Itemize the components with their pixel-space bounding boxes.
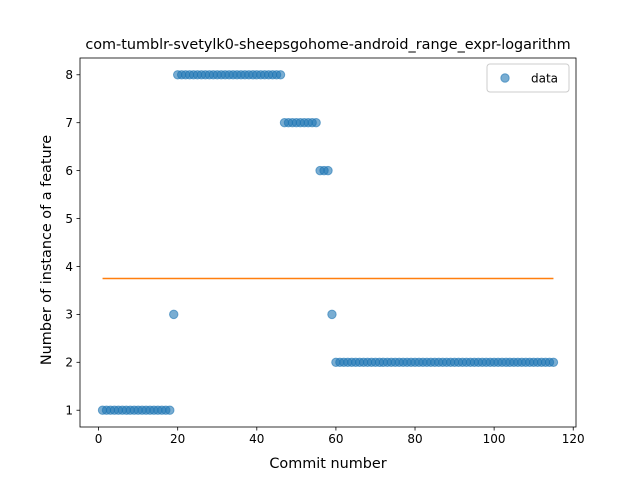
x-tick-label: 0 [95, 432, 103, 446]
x-tick-label: 120 [562, 432, 585, 446]
data-point [169, 309, 179, 320]
y-tick-label: 3 [65, 308, 73, 322]
plot-area [79, 57, 577, 428]
y-tick-label: 6 [65, 164, 73, 178]
data-point [311, 117, 321, 128]
data-point [548, 357, 559, 368]
x-axis-label: Commit number [269, 456, 386, 472]
y-tick-label: 8 [65, 68, 73, 82]
legend-marker [500, 73, 510, 83]
y-tick-label: 1 [65, 404, 73, 418]
y-tick-label: 2 [65, 356, 73, 370]
y-tick-label: 4 [65, 260, 73, 274]
y-tick-label: 5 [65, 212, 73, 226]
y-axis-label: Number of instance of a feature [39, 135, 55, 365]
x-tick-label: 20 [170, 432, 185, 446]
axes-frame [79, 57, 577, 428]
chart-title: com-tumblr-svetylk0-sheepsgohome-android… [85, 37, 570, 53]
axis-ticks: 0 20 40 60 80 100 120 1 2 3 4 5 6 7 8 [65, 68, 584, 446]
x-tick-label: 60 [328, 432, 343, 446]
x-tick-label: 80 [407, 432, 422, 446]
data-point [327, 309, 337, 320]
legend: data [486, 63, 570, 93]
data-point [275, 70, 286, 80]
x-tick-label: 100 [483, 432, 506, 446]
legend-box [486, 63, 570, 93]
data-point [165, 405, 175, 415]
legend-label: data [531, 71, 558, 85]
y-tick-label: 7 [65, 116, 73, 130]
data-point [323, 165, 333, 176]
x-tick-label: 40 [249, 432, 264, 446]
